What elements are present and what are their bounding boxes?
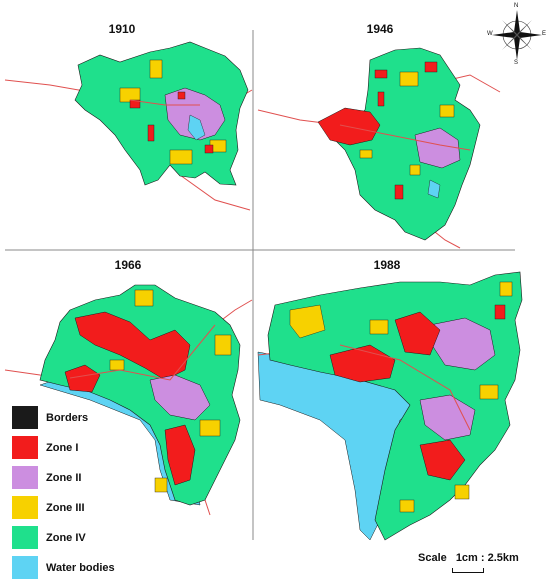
scale-value: 1cm : 2.5km (455, 552, 519, 564)
zone-i-area (64, 364, 101, 393)
zone-iii-block (399, 71, 419, 87)
legend-label: Zone II (46, 471, 82, 484)
zone-i-block (377, 91, 385, 107)
panel-title-1910: 1910 (108, 22, 136, 36)
legend-item-zone-i: Zone I (12, 435, 162, 460)
water-body (187, 114, 206, 141)
zone-iii-block (199, 419, 221, 437)
legend-item-water-bodies: Water bodies (12, 555, 162, 580)
zone-iii-block (109, 359, 125, 371)
zone-ii-area (429, 317, 496, 371)
legend-item-zone-iv: Zone IV (12, 525, 162, 550)
zone-i-block (204, 144, 214, 154)
zone-iii-block (134, 289, 154, 307)
panel-title-1988: 1988 (373, 258, 401, 272)
zone-iii-block (439, 104, 455, 118)
legend-swatch (12, 406, 38, 429)
zone-i-area (394, 311, 441, 356)
zone-ii-area (414, 127, 461, 169)
zone-i-block (424, 61, 438, 73)
legend-label: Borders (46, 411, 89, 424)
legend-swatch (12, 526, 38, 549)
compass-west: W (487, 31, 493, 37)
road-line (339, 344, 471, 431)
zone-iii-block (369, 319, 389, 335)
compass-south: S (514, 60, 519, 66)
panel-title-1946: 1946 (366, 22, 394, 36)
zone-i-area (74, 311, 191, 381)
legend-label: Water bodies (46, 561, 115, 574)
legend-item-zone-iii: Zone III (12, 495, 162, 520)
legend-item-borders: Borders (12, 405, 162, 430)
road-line (69, 324, 216, 381)
zone-iii-block (149, 59, 163, 79)
zone-i-area (419, 439, 466, 481)
scale-bar (452, 568, 484, 573)
map-1988 (257, 271, 523, 541)
zone-iii-block (409, 164, 421, 176)
map-1910 (4, 41, 253, 211)
road-line (129, 99, 200, 106)
legend-swatch (12, 556, 38, 579)
zone-iii-block (359, 149, 373, 159)
zone-i-block (147, 124, 155, 142)
zone-i-area (164, 424, 196, 486)
compass-north: N (514, 3, 519, 9)
zone-i-block (177, 91, 186, 100)
compass-rose-icon: N S W E (487, 3, 547, 66)
scale-text: Scale 1cm : 2.5km (418, 552, 519, 564)
zone-ii-area (419, 394, 476, 441)
panel-title-1966: 1966 (114, 258, 142, 272)
legend-label: Zone I (46, 441, 79, 454)
map-1946 (257, 47, 501, 249)
map-1966 (4, 284, 253, 516)
zone-iii-area (289, 304, 326, 339)
zone-iii-block (499, 281, 513, 297)
zone-i-block (129, 99, 141, 109)
legend-swatch (12, 496, 38, 519)
legend-item-zone-ii: Zone II (12, 465, 162, 490)
zone-iii-block (479, 384, 499, 400)
zone-iii-block (454, 484, 470, 500)
zone-iv-area (74, 41, 249, 186)
compass-east: E (542, 31, 547, 37)
zone-iii-block (154, 477, 168, 493)
zone-iii-block (214, 334, 232, 356)
legend-label: Zone III (46, 501, 85, 514)
water-body (427, 179, 441, 199)
legend-label: Zone IV (46, 531, 86, 544)
zone-i-block (374, 69, 388, 79)
compass-star-icon (492, 10, 542, 60)
road-line (179, 174, 251, 211)
zone-ii-area (164, 87, 226, 141)
zone-iii-block (169, 149, 193, 165)
scale-label: Scale (418, 552, 447, 564)
map-legend: Borders Zone I Zone II Zone III Zone IV … (12, 405, 162, 585)
zone-iii-block (399, 499, 415, 513)
zone-i-block (394, 184, 404, 200)
zone-i-block (494, 304, 506, 320)
road-line (339, 124, 471, 151)
legend-swatch (12, 466, 38, 489)
zone-ii-area (149, 374, 211, 421)
legend-swatch (12, 436, 38, 459)
